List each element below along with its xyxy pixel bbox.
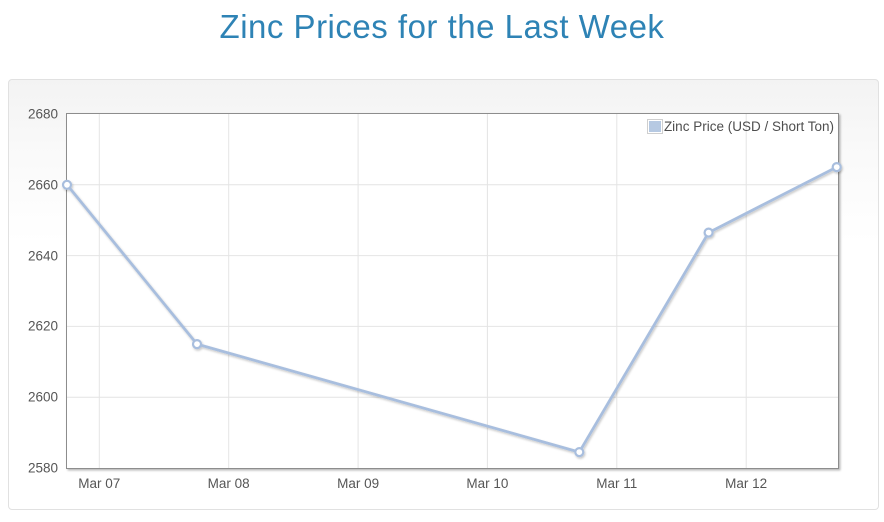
y-axis-tick-label: 2640 xyxy=(27,248,58,264)
price-line-series xyxy=(65,165,838,454)
y-axis-tick-label: 2620 xyxy=(27,318,58,334)
x-axis-tick-label: Mar 10 xyxy=(466,476,509,491)
chart-panel: Zinc Price (USD / Short Ton) 2580 2600 262… xyxy=(8,79,879,510)
x-axis-tick-label: Mar 07 xyxy=(78,476,121,491)
x-axis-tick-label: Mar 11 xyxy=(596,476,638,491)
data-point-marker[interactable] xyxy=(574,447,585,458)
data-point-marker[interactable] xyxy=(191,339,203,350)
x-axis-tick-label: Mar 12 xyxy=(725,476,768,491)
data-point-marker[interactable] xyxy=(831,161,842,173)
y-axis-tick-label: 2660 xyxy=(27,177,58,193)
x-axis-tick-label: Mar 08 xyxy=(207,476,250,491)
y-axis-tick-label: 2600 xyxy=(27,389,58,405)
chart-svg xyxy=(61,114,842,468)
page-title: Zinc Prices for the Last Week xyxy=(219,8,665,45)
data-point-marker[interactable] xyxy=(61,179,73,190)
chart-legend: Zinc Price (USD / Short Ton) xyxy=(646,119,834,134)
legend-swatch-icon xyxy=(646,119,663,134)
y-axis-tick-label: 2680 xyxy=(27,106,58,122)
y-axis-tick-label: 2580 xyxy=(27,460,58,476)
x-axis-tick-label: Mar 09 xyxy=(337,476,380,491)
data-point-marker[interactable] xyxy=(703,227,714,238)
legend-label: Zinc Price (USD / Short Ton) xyxy=(663,119,834,134)
plot-area: Zinc Price (USD / Short Ton) 2580 2600 262… xyxy=(28,107,842,491)
